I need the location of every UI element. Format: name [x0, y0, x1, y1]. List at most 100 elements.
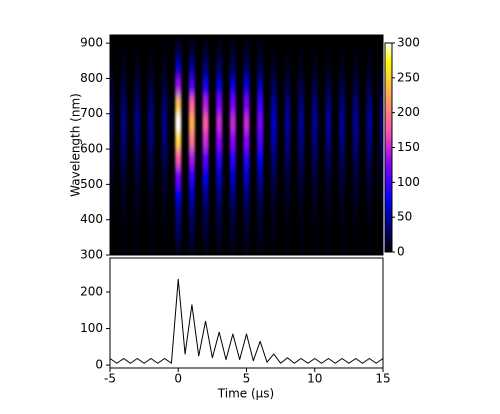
- heatmap-cell: [366, 202, 373, 220]
- heatmap-cell: [202, 60, 209, 79]
- heatmap-cell: [175, 202, 182, 220]
- heatmap-cell: [243, 43, 250, 61]
- heatmap-cell: [379, 96, 383, 114]
- heatmap-cell: [325, 113, 332, 132]
- heatmap-cell: [147, 131, 154, 150]
- heatmap-cell: [311, 96, 318, 114]
- heatmap-cell: [216, 43, 223, 61]
- x-tick-label: 10: [307, 372, 322, 386]
- heatmap-cell: [298, 78, 305, 97]
- heatmap-cell: [161, 96, 168, 114]
- heatmap-cell: [120, 219, 127, 238]
- heatmap-cell: [188, 60, 195, 79]
- heatmap-cell: [229, 166, 236, 185]
- heatmap-cell: [243, 166, 250, 185]
- heatmap-cell: [216, 237, 223, 255]
- heatmap-cell: [243, 184, 250, 203]
- heatmap-cell: [161, 219, 168, 238]
- heatmap-cell: [352, 96, 359, 114]
- heatmap-cell: [298, 149, 305, 167]
- heatmap-cell: [352, 43, 359, 61]
- heatmap-cell: [339, 149, 346, 167]
- heatmap-cell: [134, 166, 141, 185]
- colorbar-tick-label: 0: [397, 245, 405, 259]
- heatmap-cell: [284, 60, 291, 79]
- heatmap-cell: [379, 237, 383, 255]
- y-tick-label: 200: [80, 284, 103, 298]
- heatmap-cell: [311, 149, 318, 167]
- heatmap-cell: [188, 237, 195, 255]
- heatmap-cell: [147, 96, 154, 114]
- heatmap-cell: [202, 237, 209, 255]
- heatmap-cell: [352, 166, 359, 185]
- heatmap-cell: [147, 202, 154, 220]
- heatmap-cell: [379, 78, 383, 97]
- y-tick-label: 500: [80, 177, 103, 191]
- heatmap-cell: [311, 78, 318, 97]
- heatmap-cell: [366, 237, 373, 255]
- heatmap-cell: [147, 113, 154, 132]
- heatmap-cell: [379, 60, 383, 79]
- heatmap-cell: [311, 60, 318, 79]
- heatmap-cell: [298, 60, 305, 79]
- heatmap-cell: [325, 184, 332, 203]
- heatmap-cell: [110, 60, 114, 79]
- heatmap-cell: [298, 166, 305, 185]
- heatmap-cell: [229, 96, 236, 114]
- heatmap-cell: [270, 237, 277, 255]
- heatmap-cell: [311, 237, 318, 255]
- heatmap-cell: [270, 149, 277, 167]
- heatmap-cell: [257, 113, 264, 132]
- heatmap-cell: [284, 131, 291, 150]
- heatmap-cell: [257, 96, 264, 114]
- heatmap-cell: [120, 184, 127, 203]
- heatmap-cell: [188, 96, 195, 114]
- heatmap-cell: [284, 184, 291, 203]
- heatmap-cell: [202, 43, 209, 61]
- heatmap-cell: [175, 166, 182, 185]
- heatmap-cell: [339, 43, 346, 61]
- heatmap-cell: [270, 184, 277, 203]
- heatmap-cell: [257, 184, 264, 203]
- heatmap-cell: [120, 113, 127, 132]
- y-tick-label: 900: [80, 36, 103, 50]
- heatmap-cell: [175, 131, 182, 150]
- heatmap-cell: [134, 202, 141, 220]
- heatmap-cell: [202, 219, 209, 238]
- heatmap-cell: [120, 202, 127, 220]
- heatmap-cell: [311, 113, 318, 132]
- heatmap-cell: [311, 166, 318, 185]
- heatmap-cell: [366, 184, 373, 203]
- heatmap-cell: [202, 96, 209, 114]
- heatmap-cell: [161, 149, 168, 167]
- heatmap-cell: [352, 202, 359, 220]
- heatmap-cell: [229, 149, 236, 167]
- heatmap-cell: [339, 113, 346, 132]
- heatmap-cell: [161, 131, 168, 150]
- heatmap-cell: [216, 202, 223, 220]
- y-tick-label: 0: [95, 358, 103, 372]
- heatmap-cell: [366, 131, 373, 150]
- heatmap-cell: [202, 149, 209, 167]
- heatmap-cell: [379, 202, 383, 220]
- heatmap-cell: [110, 166, 114, 185]
- heatmap-cell: [325, 202, 332, 220]
- heatmap-cell: [110, 131, 114, 150]
- heatmap-cell: [270, 113, 277, 132]
- heatmap-cell: [243, 237, 250, 255]
- heatmap-cell: [284, 237, 291, 255]
- heatmap-cell: [120, 60, 127, 79]
- heatmap-cell: [161, 166, 168, 185]
- heatmap-cell: [110, 219, 114, 238]
- heatmap-cell: [216, 131, 223, 150]
- y-tick-label: 600: [80, 142, 103, 156]
- colorbar-tick-label: 150: [397, 140, 420, 154]
- heatmap-cell: [147, 184, 154, 203]
- heatmap-cell: [352, 131, 359, 150]
- plot-frame: [109, 257, 384, 369]
- heatmap-cell: [284, 96, 291, 114]
- heatmap-cell: [325, 131, 332, 150]
- heatmap-cell: [161, 60, 168, 79]
- heatmap-cell: [110, 184, 114, 203]
